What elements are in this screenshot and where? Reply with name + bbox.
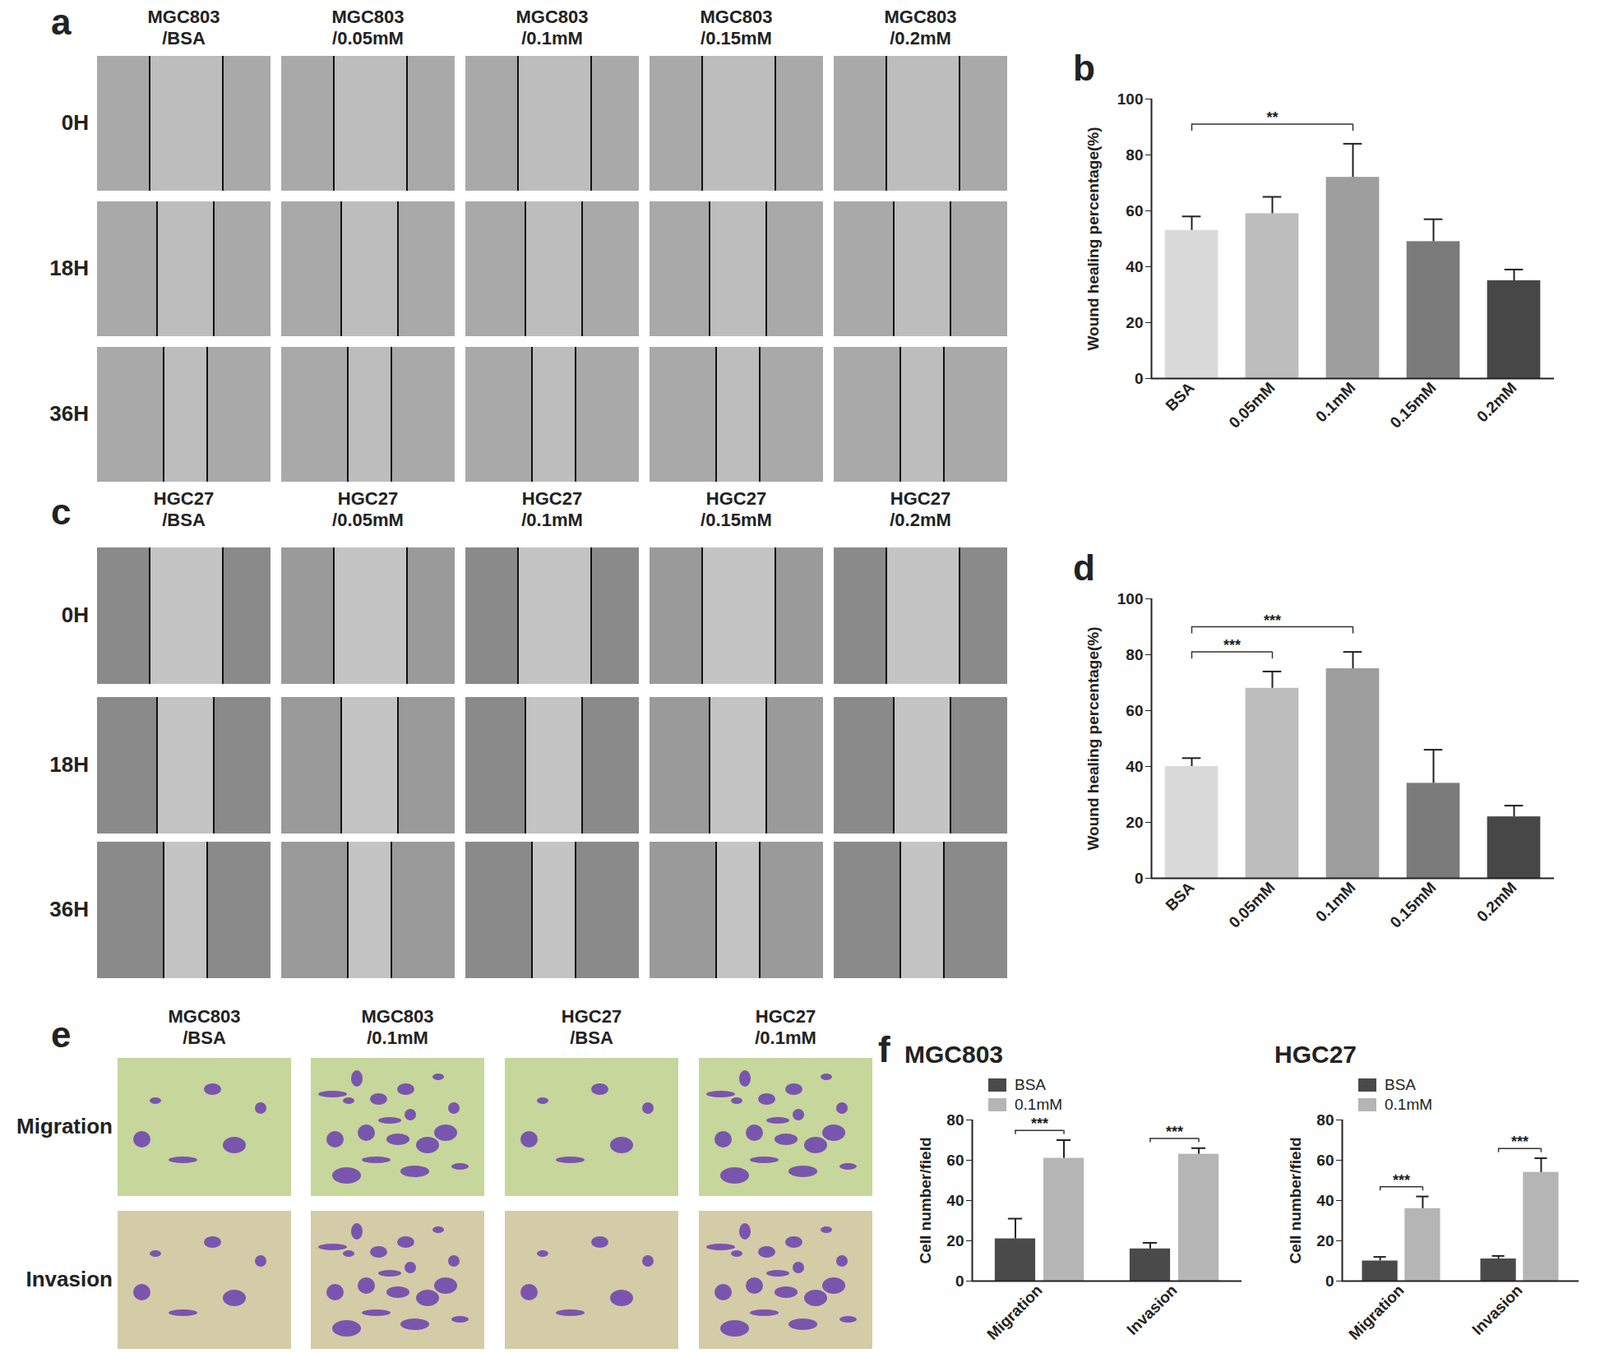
html-text:36H: 36H [49,897,89,922]
html-text:Invasion: Invasion [25,1267,113,1292]
html-text:/0.1mM: /0.1mM [521,509,583,531]
svg-text:0: 0 [1134,369,1144,388]
svg-text:0: 0 [955,1272,965,1291]
html-text:a: a [50,1,72,42]
html-text:18H: 18H [49,752,89,777]
html-text:HGC27: HGC27 [1274,1040,1357,1069]
html-text:HGC27: HGC27 [755,1006,816,1027]
svg-text:Invasion: Invasion [1123,1281,1180,1339]
html-text:MGC803: MGC803 [700,6,773,28]
svg-text:0: 0 [1134,869,1144,888]
html-text:/0.2mM: /0.2mM [889,27,952,49]
svg-text:60: 60 [1125,702,1143,720]
svg-text:40: 40 [1125,758,1143,776]
html-text:c: c [50,491,72,532]
svg-text:Wound healing percentage(%): Wound healing percentage(%) [1084,626,1102,851]
html-text:e: e [50,1014,72,1055]
svg-text:0.15mM: 0.15mM [1386,878,1439,932]
html-text:MGC803: MGC803 [884,6,957,28]
svg-text:100: 100 [1117,590,1144,608]
svg-text:***: *** [1165,1123,1184,1141]
html-text:/BSA: /BSA [182,1027,226,1049]
html-text:0H: 0H [61,110,89,135]
html-text:/0.15mM: /0.15mM [700,27,772,49]
svg-text:20: 20 [1125,813,1143,832]
svg-text:**: ** [1266,109,1278,126]
svg-text:0.05mM: 0.05mM [1225,878,1278,932]
html-text:MGC803: MGC803 [361,1006,434,1027]
html-text:f: f [878,1029,891,1070]
svg-text:Cell number/field: Cell number/field [916,1137,935,1264]
html-text:HGC27: HGC27 [890,488,951,509]
html-text:/0.05mM: /0.05mM [332,509,404,531]
html-text:/0.05mM: /0.05mM [332,27,404,49]
html-text:b: b [1072,47,1096,88]
html-text:MGC803: MGC803 [168,1006,241,1027]
svg-text:60: 60 [946,1151,964,1170]
html-text:/0.1mM: /0.1mM [521,27,583,49]
svg-text:80: 80 [1125,146,1143,164]
html-text:MGC803: MGC803 [331,6,405,28]
svg-text:20: 20 [1316,1232,1334,1250]
html-text:HGC27: HGC27 [561,1006,622,1027]
svg-text:Cell number/field: Cell number/field [1286,1137,1305,1264]
svg-text:***: *** [1223,637,1241,654]
html-text:d: d [1072,547,1096,588]
svg-text:***: *** [1392,1172,1411,1189]
svg-text:Wound healing percentage(%): Wound healing percentage(%) [1084,126,1102,351]
svg-text:100: 100 [1117,90,1144,108]
html-text:/0.1mM: /0.1mM [366,1027,429,1049]
svg-text:80: 80 [1125,646,1143,664]
svg-text:80: 80 [1316,1111,1334,1129]
html-text:/BSA: /BSA [162,27,206,49]
svg-text:Invasion: Invasion [1468,1281,1526,1339]
svg-text:80: 80 [946,1111,964,1129]
html-text:MGC803: MGC803 [147,6,220,28]
svg-text:20: 20 [1125,314,1143,332]
svg-text:60: 60 [1125,202,1143,220]
svg-text:60: 60 [1316,1151,1334,1170]
svg-text:0.05mM: 0.05mM [1225,379,1278,432]
svg-text:***: *** [1511,1133,1529,1151]
svg-text:Migration: Migration [983,1281,1046,1344]
html-text:BSA: BSA [1384,1076,1416,1094]
html-text:0.1mM: 0.1mM [1014,1095,1063,1114]
html-text:0.1mM: 0.1mM [1384,1095,1433,1114]
svg-text:40: 40 [1316,1192,1334,1210]
svg-text:0.2mM: 0.2mM [1473,379,1521,426]
html-text:HGC27: HGC27 [337,488,399,509]
html-text:BSA: BSA [1014,1076,1046,1094]
html-text:HGC27: HGC27 [153,488,214,509]
html-text:/BSA: /BSA [162,509,206,531]
html-text:MGC803: MGC803 [904,1040,1004,1069]
svg-text:0.1mM: 0.1mM [1312,878,1360,926]
html-text:/BSA: /BSA [569,1027,614,1049]
html-text:Migration: Migration [16,1114,113,1139]
svg-text:40: 40 [1125,258,1143,276]
svg-text:0.2mM: 0.2mM [1473,878,1521,926]
svg-text:0: 0 [1325,1272,1335,1291]
svg-text:BSA: BSA [1161,878,1198,915]
svg-text:0.15mM: 0.15mM [1386,379,1439,432]
html-text:HGC27: HGC27 [521,488,583,509]
svg-text:40: 40 [946,1192,964,1210]
svg-text:20: 20 [946,1232,964,1250]
html-text:18H: 18H [49,255,89,281]
svg-text:***: *** [1263,612,1281,629]
html-text:36H: 36H [49,401,89,426]
html-text:0H: 0H [61,602,89,628]
svg-text:***: *** [1031,1115,1049,1133]
html-text:/0.15mM: /0.15mM [700,509,772,531]
html-text:/0.2mM: /0.2mM [889,509,952,531]
svg-text:BSA: BSA [1161,379,1198,415]
svg-text:Migration: Migration [1345,1281,1407,1344]
svg-text:0.1mM: 0.1mM [1312,379,1360,426]
html-text:/0.1mM: /0.1mM [754,1027,817,1049]
html-text:HGC27: HGC27 [706,488,767,509]
html-text:MGC803: MGC803 [515,6,589,28]
